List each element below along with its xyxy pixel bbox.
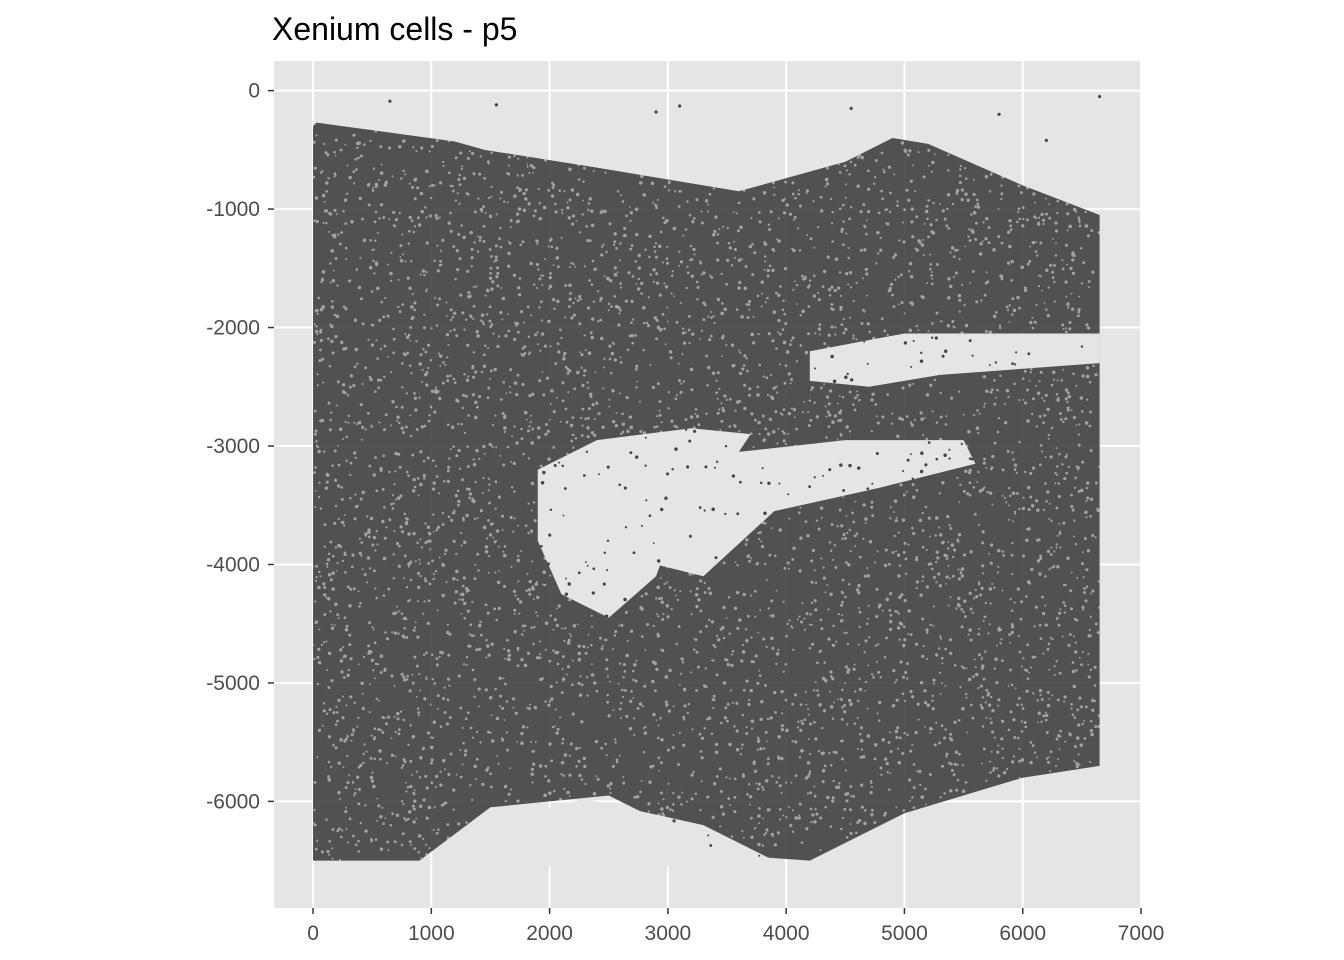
empty-region: [809, 333, 1100, 387]
y-tick-label: -4000: [206, 553, 260, 576]
x-tick-label: 3000: [645, 922, 692, 945]
x-tick-label: 6000: [999, 922, 1046, 945]
axes: 0 1000 2000 3000 4000 5000 6000 7000 0 -1000 -2000…: [206, 80, 1164, 945]
x-tick-label: 4000: [763, 922, 810, 945]
x-tick-label: 0: [307, 922, 319, 945]
chart-title: Xenium cells - p5: [272, 11, 517, 47]
cell-points: [311, 94, 1102, 867]
y-tick-label: -6000: [206, 790, 260, 813]
x-tick-label: 7000: [1118, 922, 1165, 945]
outlier-cell: [494, 103, 498, 107]
cell-gap-texture: [311, 130, 1102, 862]
y-tick-label: 0: [248, 80, 260, 103]
outlier-cell: [997, 112, 1001, 116]
outlier-cell: [388, 99, 392, 103]
y-tick-label: -1000: [206, 198, 260, 221]
outlier-cell: [1098, 94, 1102, 99]
empty-region: [656, 440, 976, 577]
y-tick-label: -2000: [206, 317, 260, 340]
x-tick-label: 1000: [408, 922, 455, 945]
empty-region: [443, 799, 787, 867]
outlier-cell: [654, 110, 658, 114]
y-tick-label: -5000: [206, 672, 260, 695]
y-tick-label: -3000: [206, 435, 260, 458]
x-tick-label: 5000: [881, 922, 928, 945]
outlier-cell: [1044, 138, 1048, 142]
outlier-cell: [678, 104, 682, 108]
outlier-cell: [849, 106, 853, 110]
x-tick-label: 2000: [526, 922, 573, 945]
